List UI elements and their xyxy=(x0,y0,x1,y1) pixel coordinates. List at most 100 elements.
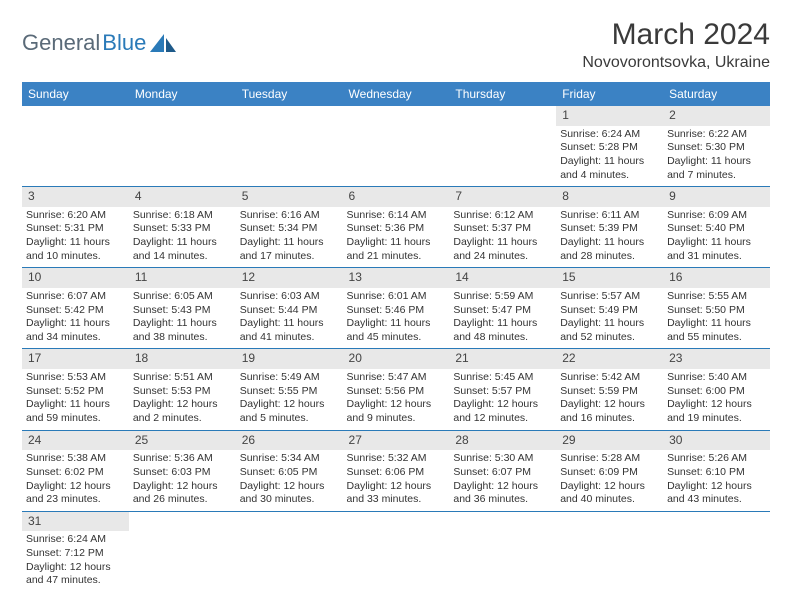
sunrise-text: Sunrise: 5:28 AM xyxy=(560,452,659,466)
day-content: 19Sunrise: 5:49 AMSunset: 5:55 PMDayligh… xyxy=(236,349,343,429)
day-details: Sunrise: 5:38 AMSunset: 6:02 PMDaylight:… xyxy=(22,450,129,511)
day-details xyxy=(343,532,450,538)
sunset-text: Sunset: 5:52 PM xyxy=(26,385,125,399)
day-content: 9Sunrise: 6:09 AMSunset: 5:40 PMDaylight… xyxy=(663,187,770,267)
day-content: 30Sunrise: 5:26 AMSunset: 6:10 PMDayligh… xyxy=(663,431,770,511)
calendar-day-cell xyxy=(343,511,450,592)
logo-text-blue: Blue xyxy=(102,30,146,56)
calendar-day-cell xyxy=(22,106,129,187)
sunset-text: Sunset: 6:02 PM xyxy=(26,466,125,480)
calendar-day-cell: 29Sunrise: 5:28 AMSunset: 6:09 PMDayligh… xyxy=(556,430,663,511)
day-number xyxy=(343,106,450,126)
sunrise-text: Sunrise: 6:16 AM xyxy=(240,209,339,223)
day-number: 1 xyxy=(556,106,663,126)
daylight-text: Daylight: 12 hours and 36 minutes. xyxy=(453,480,552,507)
day-number xyxy=(556,512,663,532)
day-details: Sunrise: 6:01 AMSunset: 5:46 PMDaylight:… xyxy=(343,288,450,349)
daylight-text: Daylight: 11 hours and 10 minutes. xyxy=(26,236,125,263)
day-content: 23Sunrise: 5:40 AMSunset: 6:00 PMDayligh… xyxy=(663,349,770,429)
day-details: Sunrise: 5:34 AMSunset: 6:05 PMDaylight:… xyxy=(236,450,343,511)
daylight-text: Daylight: 12 hours and 23 minutes. xyxy=(26,480,125,507)
sunrise-text: Sunrise: 5:53 AM xyxy=(26,371,125,385)
day-content: 24Sunrise: 5:38 AMSunset: 6:02 PMDayligh… xyxy=(22,431,129,511)
sunset-text: Sunset: 5:39 PM xyxy=(560,222,659,236)
sunrise-text: Sunrise: 6:09 AM xyxy=(667,209,766,223)
day-number: 7 xyxy=(449,187,556,207)
sunset-text: Sunset: 6:03 PM xyxy=(133,466,232,480)
sunrise-text: Sunrise: 5:36 AM xyxy=(133,452,232,466)
sunrise-text: Sunrise: 6:01 AM xyxy=(347,290,446,304)
day-details xyxy=(236,532,343,538)
day-content xyxy=(449,512,556,538)
daylight-text: Daylight: 12 hours and 19 minutes. xyxy=(667,398,766,425)
day-details xyxy=(663,532,770,538)
logo: General Blue xyxy=(22,30,176,56)
calendar-day-cell: 24Sunrise: 5:38 AMSunset: 6:02 PMDayligh… xyxy=(22,430,129,511)
daylight-text: Daylight: 11 hours and 34 minutes. xyxy=(26,317,125,344)
day-content: 31Sunrise: 6:24 AMSunset: 7:12 PMDayligh… xyxy=(22,512,129,592)
daylight-text: Daylight: 11 hours and 4 minutes. xyxy=(560,155,659,182)
sunrise-text: Sunrise: 5:59 AM xyxy=(453,290,552,304)
day-number: 31 xyxy=(22,512,129,532)
day-details: Sunrise: 6:24 AMSunset: 5:28 PMDaylight:… xyxy=(556,126,663,187)
sunset-text: Sunset: 5:55 PM xyxy=(240,385,339,399)
sunset-text: Sunset: 7:12 PM xyxy=(26,547,125,561)
day-number xyxy=(129,512,236,532)
day-number: 24 xyxy=(22,431,129,451)
sunset-text: Sunset: 5:43 PM xyxy=(133,304,232,318)
daylight-text: Daylight: 11 hours and 24 minutes. xyxy=(453,236,552,263)
daylight-text: Daylight: 11 hours and 48 minutes. xyxy=(453,317,552,344)
daylight-text: Daylight: 11 hours and 52 minutes. xyxy=(560,317,659,344)
calendar-day-cell xyxy=(663,511,770,592)
calendar-day-cell: 8Sunrise: 6:11 AMSunset: 5:39 PMDaylight… xyxy=(556,187,663,268)
daylight-text: Daylight: 11 hours and 38 minutes. xyxy=(133,317,232,344)
sunrise-text: Sunrise: 5:47 AM xyxy=(347,371,446,385)
day-number xyxy=(449,512,556,532)
day-number xyxy=(449,106,556,126)
day-content: 12Sunrise: 6:03 AMSunset: 5:44 PMDayligh… xyxy=(236,268,343,348)
logo-text-general: General xyxy=(22,30,100,56)
calendar-day-cell: 1Sunrise: 6:24 AMSunset: 5:28 PMDaylight… xyxy=(556,106,663,187)
day-number: 27 xyxy=(343,431,450,451)
sunrise-text: Sunrise: 5:26 AM xyxy=(667,452,766,466)
sunset-text: Sunset: 5:33 PM xyxy=(133,222,232,236)
day-content: 10Sunrise: 6:07 AMSunset: 5:42 PMDayligh… xyxy=(22,268,129,348)
calendar-day-cell: 6Sunrise: 6:14 AMSunset: 5:36 PMDaylight… xyxy=(343,187,450,268)
day-details: Sunrise: 5:30 AMSunset: 6:07 PMDaylight:… xyxy=(449,450,556,511)
sunrise-text: Sunrise: 6:03 AM xyxy=(240,290,339,304)
day-content: 27Sunrise: 5:32 AMSunset: 6:06 PMDayligh… xyxy=(343,431,450,511)
calendar-day-cell: 17Sunrise: 5:53 AMSunset: 5:52 PMDayligh… xyxy=(22,349,129,430)
day-number: 25 xyxy=(129,431,236,451)
day-details: Sunrise: 6:03 AMSunset: 5:44 PMDaylight:… xyxy=(236,288,343,349)
day-number xyxy=(129,106,236,126)
daylight-text: Daylight: 11 hours and 41 minutes. xyxy=(240,317,339,344)
day-number: 26 xyxy=(236,431,343,451)
daylight-text: Daylight: 11 hours and 55 minutes. xyxy=(667,317,766,344)
day-details: Sunrise: 6:14 AMSunset: 5:36 PMDaylight:… xyxy=(343,207,450,268)
daylight-text: Daylight: 12 hours and 33 minutes. xyxy=(347,480,446,507)
sunrise-text: Sunrise: 5:51 AM xyxy=(133,371,232,385)
day-content: 17Sunrise: 5:53 AMSunset: 5:52 PMDayligh… xyxy=(22,349,129,429)
day-details: Sunrise: 6:07 AMSunset: 5:42 PMDaylight:… xyxy=(22,288,129,349)
day-details xyxy=(129,532,236,538)
calendar-day-cell: 23Sunrise: 5:40 AMSunset: 6:00 PMDayligh… xyxy=(663,349,770,430)
day-content: 15Sunrise: 5:57 AMSunset: 5:49 PMDayligh… xyxy=(556,268,663,348)
day-number: 13 xyxy=(343,268,450,288)
day-content: 14Sunrise: 5:59 AMSunset: 5:47 PMDayligh… xyxy=(449,268,556,348)
title-block: March 2024 Novovorontsovka, Ukraine xyxy=(582,18,770,72)
day-number xyxy=(343,512,450,532)
day-content: 29Sunrise: 5:28 AMSunset: 6:09 PMDayligh… xyxy=(556,431,663,511)
sunrise-text: Sunrise: 6:07 AM xyxy=(26,290,125,304)
day-content: 1Sunrise: 6:24 AMSunset: 5:28 PMDaylight… xyxy=(556,106,663,186)
day-number: 28 xyxy=(449,431,556,451)
day-content: 4Sunrise: 6:18 AMSunset: 5:33 PMDaylight… xyxy=(129,187,236,267)
calendar-day-cell xyxy=(449,511,556,592)
day-details: Sunrise: 5:55 AMSunset: 5:50 PMDaylight:… xyxy=(663,288,770,349)
calendar-day-cell: 18Sunrise: 5:51 AMSunset: 5:53 PMDayligh… xyxy=(129,349,236,430)
sunset-text: Sunset: 5:37 PM xyxy=(453,222,552,236)
day-details: Sunrise: 5:59 AMSunset: 5:47 PMDaylight:… xyxy=(449,288,556,349)
calendar-day-cell xyxy=(129,106,236,187)
calendar-day-cell xyxy=(236,106,343,187)
calendar-week-row: 10Sunrise: 6:07 AMSunset: 5:42 PMDayligh… xyxy=(22,268,770,349)
sunset-text: Sunset: 5:34 PM xyxy=(240,222,339,236)
